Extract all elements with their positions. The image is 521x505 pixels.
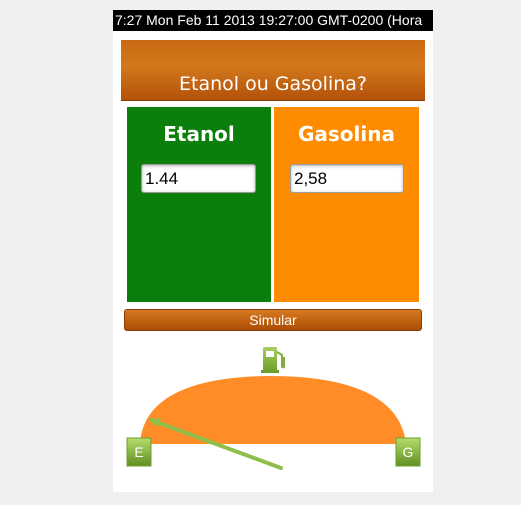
gasolina-panel: Gasolina — [274, 107, 419, 302]
gasolina-marker-label: G — [403, 444, 414, 460]
gasolina-marker: G — [395, 437, 421, 467]
gasolina-label: Gasolina — [297, 122, 395, 146]
fuel-gauge: E G — [126, 347, 421, 470]
gasolina-price-input[interactable] — [290, 164, 404, 193]
page-title: Etanol ou Gasolina? — [121, 40, 425, 101]
gauge-arc — [140, 376, 406, 444]
etanol-price-input[interactable] — [141, 164, 256, 193]
simulate-button[interactable]: Simular — [124, 309, 422, 331]
fuel-pump-icon — [261, 347, 285, 373]
gauge-needle — [148, 418, 283, 470]
etanol-marker-label: E — [134, 444, 143, 460]
status-bar: 7:27 Mon Feb 11 2013 19:27:00 GMT-0200 (… — [113, 10, 433, 31]
etanol-panel: Etanol — [127, 107, 271, 302]
etanol-label: Etanol — [163, 122, 235, 146]
app-screen: 7:27 Mon Feb 11 2013 19:27:00 GMT-0200 (… — [113, 10, 433, 492]
etanol-marker: E — [126, 437, 152, 467]
